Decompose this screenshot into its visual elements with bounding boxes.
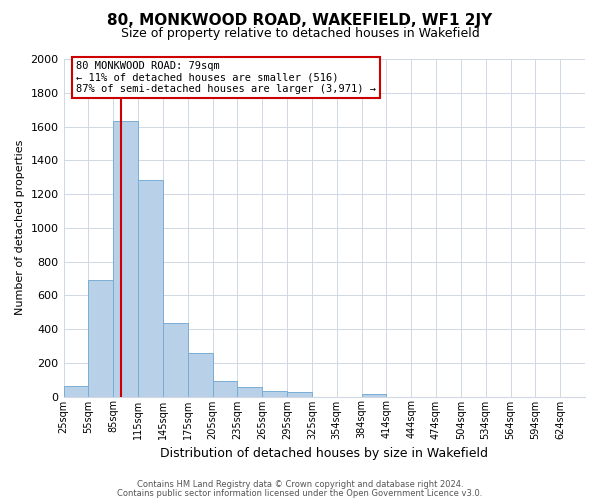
Text: Size of property relative to detached houses in Wakefield: Size of property relative to detached ho… <box>121 28 479 40</box>
Bar <box>138 180 163 396</box>
Text: 80, MONKWOOD ROAD, WAKEFIELD, WF1 2JY: 80, MONKWOOD ROAD, WAKEFIELD, WF1 2JY <box>107 12 493 28</box>
X-axis label: Distribution of detached houses by size in Wakefield: Distribution of detached houses by size … <box>160 447 488 460</box>
Bar <box>262 392 287 396</box>
Bar <box>238 387 262 396</box>
Text: Contains public sector information licensed under the Open Government Licence v3: Contains public sector information licen… <box>118 490 482 498</box>
Y-axis label: Number of detached properties: Number of detached properties <box>15 140 25 316</box>
Bar <box>212 382 238 396</box>
Text: Contains HM Land Registry data © Crown copyright and database right 2024.: Contains HM Land Registry data © Crown c… <box>137 480 463 489</box>
Bar <box>88 280 113 396</box>
Bar <box>163 323 188 396</box>
Bar <box>287 392 312 396</box>
Bar <box>362 394 386 396</box>
Bar <box>113 120 138 396</box>
Bar <box>64 386 88 396</box>
Bar <box>188 354 212 397</box>
Text: 80 MONKWOOD ROAD: 79sqm
← 11% of detached houses are smaller (516)
87% of semi-d: 80 MONKWOOD ROAD: 79sqm ← 11% of detache… <box>76 60 376 94</box>
